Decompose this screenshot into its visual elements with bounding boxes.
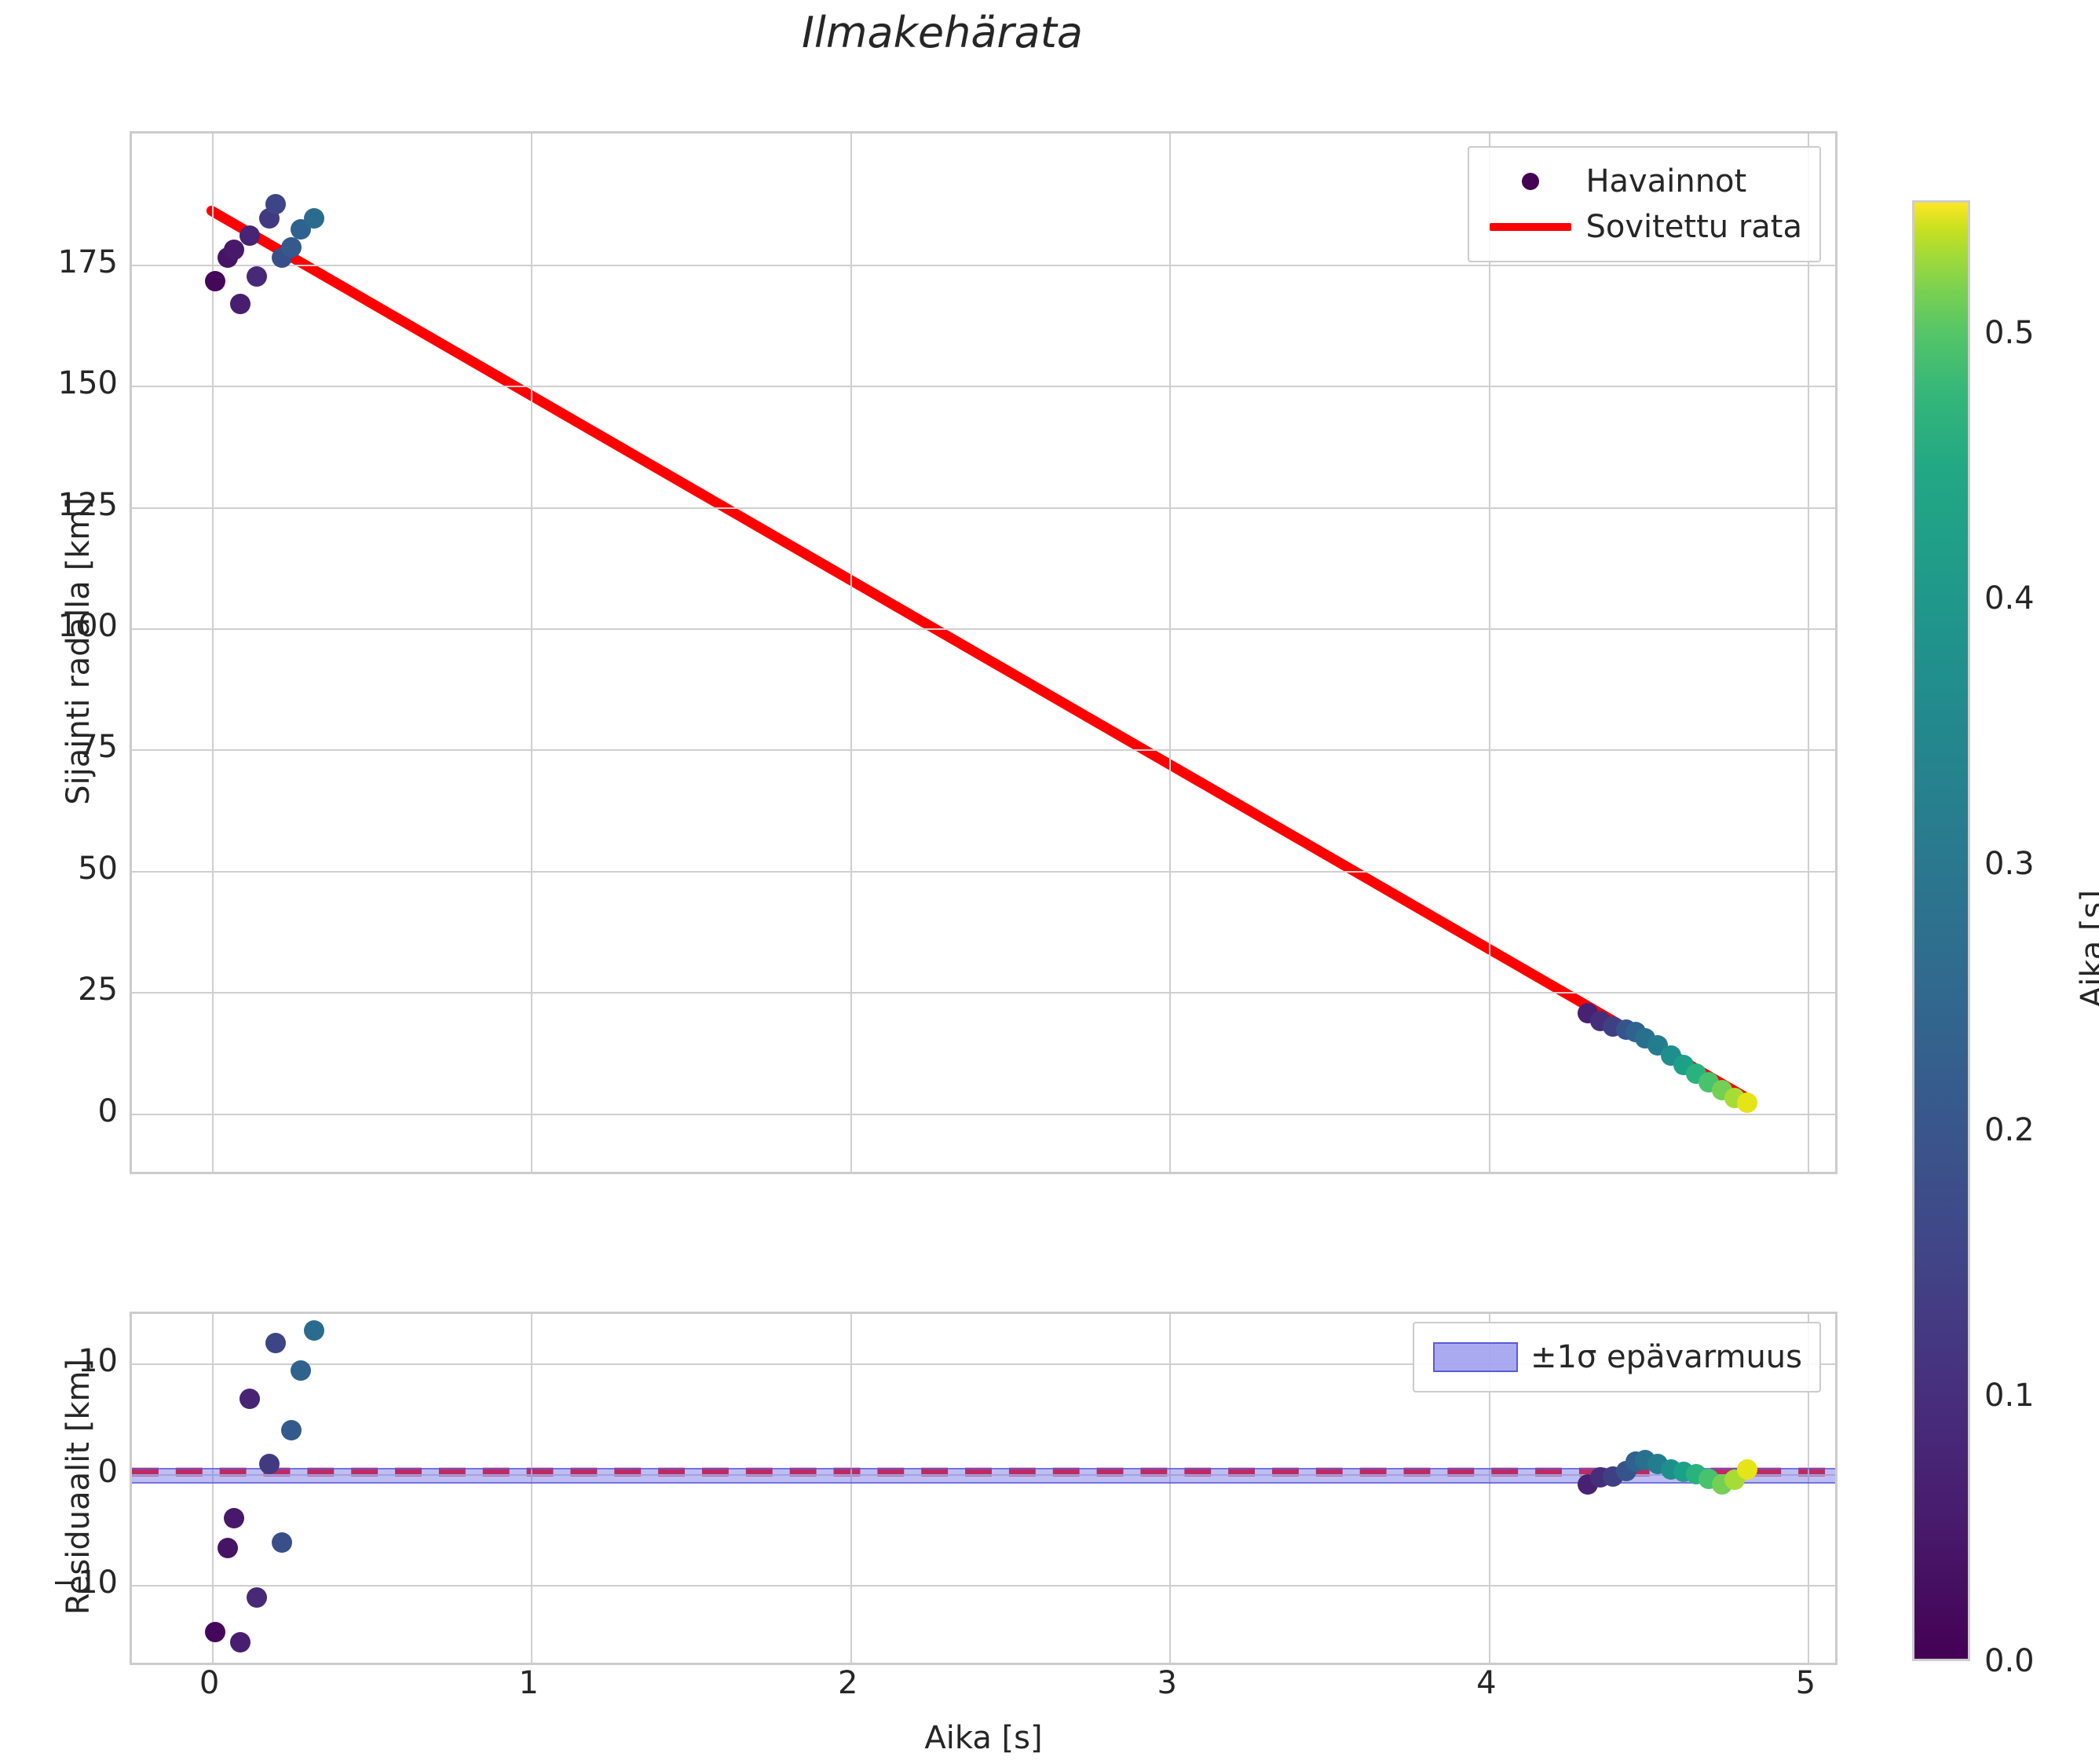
colorbar-tick-label: 0.2 [1984, 1111, 2035, 1148]
gridline-vertical [1488, 134, 1490, 1172]
gridline-horizontal [132, 1473, 1835, 1476]
colorbar-gradient [1912, 200, 1970, 1661]
residual-point [224, 1508, 245, 1529]
colorbar-container: 0.0 0.1 0.2 0.3 0.4 0.5 [1912, 200, 2035, 1679]
main-y-tick-label: 25 [78, 972, 118, 1008]
gridline-vertical [1169, 1314, 1172, 1663]
gridline-vertical [1808, 134, 1810, 1172]
x-tick-label: 5 [1795, 1665, 1816, 1701]
colorbar-tick-label: 0.0 [1984, 1643, 2035, 1679]
main-y-tick-label: 0 [97, 1092, 118, 1129]
resid-y-tick-label: −10 [51, 1564, 118, 1601]
legend-item-sigma-band: ±1σ epävarmuus [1428, 1334, 1802, 1380]
sigma-uncertainty-band [132, 1468, 1835, 1484]
gridline-horizontal [132, 870, 1835, 873]
gridline-vertical [211, 1314, 214, 1663]
x-tick-label: 0 [199, 1665, 220, 1701]
gridline-horizontal [132, 1584, 1835, 1587]
residual-point [291, 1360, 312, 1381]
colorbar-tick-label: 0.5 [1984, 315, 2035, 352]
gridline-vertical [211, 134, 214, 1172]
main-y-tick-label: 100 [57, 608, 118, 645]
residual-point [281, 1419, 302, 1440]
residual-point [230, 1631, 251, 1652]
data-point [265, 193, 286, 214]
resid-y-tick-label: 0 [97, 1453, 118, 1490]
gridline-horizontal [132, 992, 1835, 994]
legend-label-sovitettu-rata: Sovitettu rata [1585, 209, 1802, 245]
trajectory-plot-area: Havainnot Sovitettu rata [130, 131, 1838, 1174]
residual-point [258, 1454, 280, 1475]
legend-item-sovitettu-rata: Sovitettu rata [1483, 204, 1802, 250]
legend-marker-icon [1483, 173, 1578, 190]
colorbar-tick-label: 0.4 [1984, 580, 2035, 617]
data-point [224, 240, 245, 261]
colorbar-label: Aika [s] [2075, 889, 2099, 1008]
data-point [204, 271, 225, 292]
residual-point [217, 1538, 238, 1559]
data-point [1737, 1092, 1758, 1114]
main-y-tick-label: 150 [57, 365, 118, 402]
data-point [240, 225, 261, 246]
main-y-tick-label: 125 [57, 486, 118, 523]
fit-line [206, 205, 1755, 1105]
gridline-horizontal [132, 1113, 1835, 1115]
resid-ytick-column: −10 0 10 [8, 1312, 118, 1665]
x-axis-label: Aika [s] [924, 1720, 1043, 1756]
zero-line-layer [132, 1467, 1835, 1477]
resid-plot-clip [132, 1314, 1835, 1663]
residual-point [272, 1532, 293, 1554]
data-point [246, 266, 267, 287]
gridline-vertical [1808, 1314, 1810, 1663]
residual-point [1737, 1459, 1758, 1480]
data-point [230, 294, 251, 315]
x-tick-row: 0 1 2 3 4 5 [0, 1665, 2099, 1712]
main-legend: Havainnot Sovitettu rata [1468, 146, 1821, 262]
residual-point [240, 1389, 261, 1410]
gridline-horizontal [132, 386, 1835, 388]
data-point [281, 237, 302, 258]
gridline-vertical [1169, 134, 1172, 1172]
resid-y-axis-label: Residuaalit [km] [60, 1358, 97, 1616]
main-plot-clip [132, 134, 1835, 1172]
main-y-axis-label: Sijainti radalla [km] [60, 497, 97, 805]
main-y-tick-label: 175 [57, 243, 118, 280]
gridline-horizontal [132, 507, 1835, 509]
gridline-horizontal [132, 264, 1835, 266]
main-ytick-column: 0 25 50 75 100 125 150 175 [8, 131, 118, 1174]
colorbar-tick-label: 0.3 [1984, 846, 2035, 883]
gridline-vertical [531, 134, 533, 1172]
data-point [303, 208, 324, 229]
legend-label-havainnot: Havainnot [1585, 163, 1747, 199]
legend-label-sigma: ±1σ epävarmuus [1530, 1339, 1802, 1375]
main-y-tick-label: 50 [78, 850, 118, 887]
x-tick-label: 1 [518, 1665, 539, 1701]
gridline-horizontal [132, 1363, 1835, 1366]
residual-point [303, 1320, 324, 1341]
fit-line-layer [206, 205, 1755, 1105]
legend-patch-icon [1428, 1342, 1523, 1372]
gridline-vertical [850, 134, 852, 1172]
resid-y-tick-label: 10 [78, 1343, 118, 1380]
legend-line-icon [1483, 223, 1578, 231]
colorbar-tick-label: 0.1 [1984, 1377, 2035, 1414]
gridline-vertical [850, 1314, 852, 1663]
residuals-plot-area: ±1σ epävarmuus [130, 1312, 1838, 1665]
gridline-vertical [1488, 1314, 1490, 1663]
gridline-horizontal [132, 628, 1835, 631]
x-tick-label: 2 [837, 1665, 858, 1701]
x-tick-label: 3 [1157, 1665, 1177, 1701]
residual-point [246, 1587, 267, 1608]
residual-point [265, 1332, 286, 1353]
gridline-vertical [531, 1314, 533, 1663]
residual-point [204, 1622, 225, 1642]
legend-item-havainnot: Havainnot [1483, 159, 1802, 204]
gridline-horizontal [132, 749, 1835, 752]
x-tick-label: 4 [1476, 1665, 1497, 1701]
residual-legend: ±1σ epävarmuus [1413, 1322, 1821, 1393]
figure-title: Ilmakehärata [802, 8, 1083, 57]
main-y-tick-label: 75 [78, 729, 118, 766]
